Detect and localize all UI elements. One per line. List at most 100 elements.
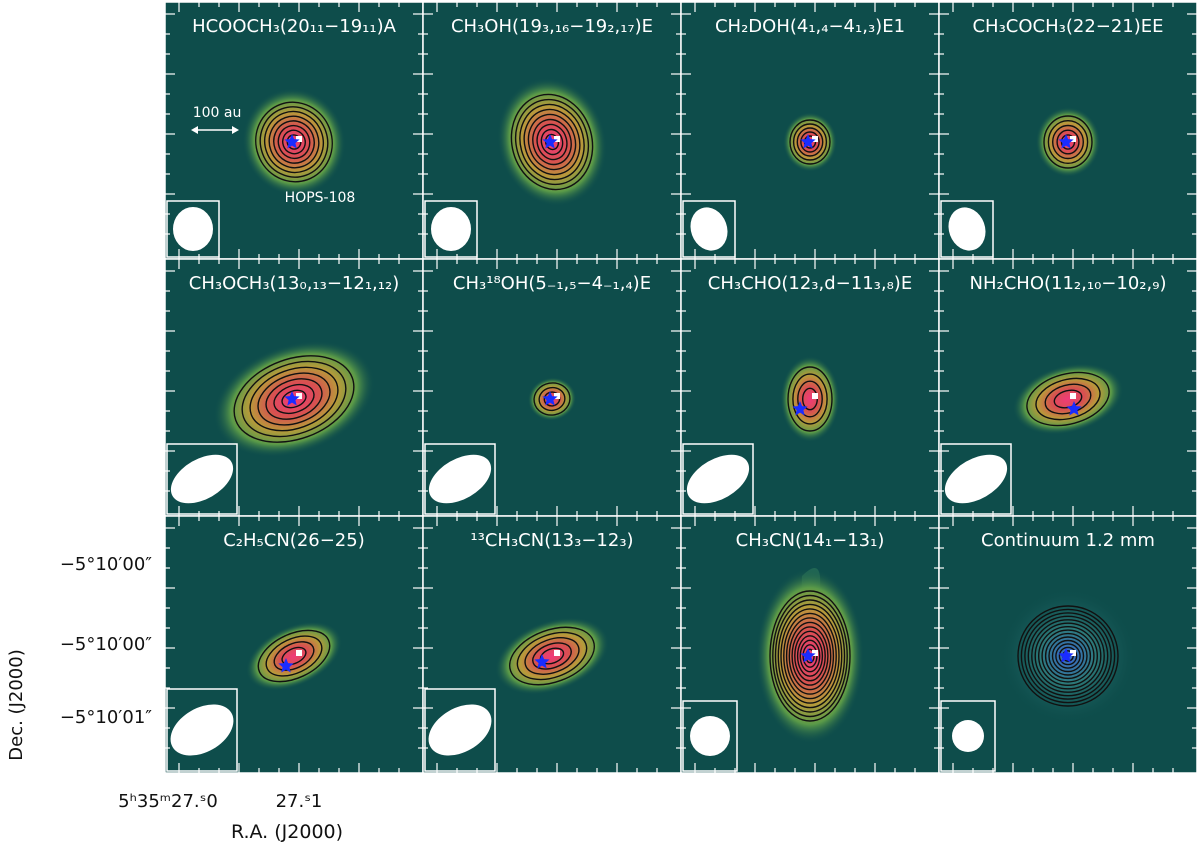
- contour-level: [281, 646, 307, 666]
- contour-level: [1048, 636, 1088, 676]
- beam-ellipse: [952, 720, 984, 752]
- contour-level: [1056, 129, 1080, 155]
- beam-box: [166, 443, 238, 515]
- xtick-label-1: 5ʰ35ᵐ27.ˢ0: [118, 791, 218, 812]
- peak-marker: [554, 393, 560, 399]
- contour-level: [1031, 619, 1105, 693]
- panel-2: CH₃OH(19₃,₁₆−19₂,₁₇)E: [422, 1, 682, 260]
- panel-10: ¹³CH₃CN(13₃−12₃): [422, 515, 682, 774]
- contour-level: [774, 599, 846, 713]
- protostar-marker: [542, 134, 558, 149]
- contour-level: [255, 101, 333, 183]
- contour-level: [523, 108, 581, 176]
- contour-level: [796, 127, 824, 157]
- panel-12: Continuum 1.2 mm: [938, 515, 1198, 774]
- beam-ellipse: [686, 454, 750, 504]
- panel-title: CH₃OCH₃(13₀,₁₃−12₁,₁₂): [189, 273, 399, 294]
- panel-5: CH₃OCH₃(13₀,₁₃−12₁,₁₂): [164, 258, 424, 517]
- beam-box: [166, 200, 220, 258]
- peak-marker: [812, 136, 818, 142]
- beam-ellipse: [948, 207, 986, 251]
- contour-level: [799, 639, 821, 673]
- panel-4: CH₃COCH₃(22−21)EE: [938, 1, 1198, 260]
- panel-title: NH₂CHO(11₂,₁₀−10₂,₉): [970, 273, 1167, 294]
- contour-level: [536, 123, 568, 161]
- tick-marks: [939, 2, 1197, 259]
- contour-level: [257, 629, 331, 683]
- tick-marks: [165, 259, 423, 516]
- protostar-marker: [284, 391, 300, 406]
- panel-title: CH₃¹⁸OH(5₋₁,₅−4₋₁,₄)E: [453, 273, 651, 294]
- tick-marks: [423, 516, 681, 773]
- protostar-marker: [1066, 401, 1082, 416]
- peak-marker: [554, 136, 560, 142]
- panel-title: HCOOCH₃(20₁₁−19₁₁)A: [192, 16, 397, 37]
- tick-marks: [423, 2, 681, 259]
- peak-marker: [812, 393, 818, 399]
- beam-ellipse: [428, 704, 492, 756]
- contour-level: [777, 603, 843, 709]
- contour-level: [800, 131, 820, 153]
- beam-box: [682, 200, 736, 258]
- protostar-marker: [278, 658, 294, 673]
- contour-level: [780, 608, 840, 704]
- contour-level: [265, 378, 323, 420]
- contour-level: [249, 366, 339, 432]
- contour-level: [792, 373, 828, 425]
- contour-level: [1017, 605, 1119, 707]
- panel-title: ¹³CH₃CN(13₃−12₃): [470, 530, 633, 551]
- emission-map: [245, 621, 343, 691]
- source-label: HOPS-108: [285, 190, 356, 206]
- contour-level: [514, 98, 590, 186]
- panel-title: CH₂DOH(4₁,₄−4₁,₃)E1: [715, 16, 905, 37]
- contour-level: [1020, 608, 1116, 704]
- xlabel: R.A. (J2000): [231, 821, 343, 843]
- scale-bar-arrow-right: [232, 126, 239, 134]
- contour-level: [792, 123, 828, 161]
- panel-1: HCOOCH₃(20₁₁−19₁₁)A 100 au HOPS-108: [164, 1, 424, 260]
- contour-level: [277, 124, 311, 160]
- contour-level: [797, 380, 823, 418]
- contour-level: [1055, 643, 1081, 669]
- beam-box: [940, 200, 994, 258]
- contour-level: [524, 637, 580, 675]
- beam-box: [940, 443, 1012, 515]
- panel-title: CH₃CN(14₁−13₁): [736, 530, 885, 551]
- panel-8: NH₂CHO(11₂,₁₀−10₂,₉): [938, 258, 1198, 517]
- contour-level: [1035, 377, 1101, 421]
- beam-box: [424, 688, 496, 772]
- contour-level: [273, 383, 315, 415]
- contour-level: [527, 113, 577, 171]
- contour-level: [532, 118, 572, 166]
- tick-marks: [681, 516, 939, 773]
- contour-level: [769, 590, 851, 722]
- ylabel: Dec. (J2000): [6, 649, 27, 760]
- panel-title: C₂H₅CN(26−25): [223, 530, 365, 551]
- ytick-label-1: −5°10′00″: [60, 554, 152, 575]
- contour-level: [788, 621, 832, 691]
- panel-6: CH₃¹⁸OH(5₋₁,₅−4₋₁,₄)E: [422, 258, 682, 517]
- xtick-label-2: 27.ˢ1: [276, 791, 323, 812]
- panel-title: CH₃OH(19₃,₁₆−19₂,₁₇)E: [451, 16, 653, 37]
- protostar-marker: [800, 648, 816, 663]
- contour-level: [509, 626, 595, 686]
- panel-7: CH₃CHO(12₃,d−11₃,₈)E: [680, 258, 940, 517]
- emission-map: [1012, 363, 1124, 435]
- panel-title: CH₃COCH₃(22−21)EE: [972, 16, 1163, 37]
- tick-marks: [681, 259, 939, 516]
- panel-9: C₂H₅CN(26−25): [164, 515, 424, 774]
- protostar-marker: [284, 134, 300, 149]
- beam-box: [166, 688, 238, 772]
- beam-ellipse: [944, 454, 1008, 504]
- ytick-label-2: −5°10′00″: [60, 634, 152, 655]
- contour-level: [538, 386, 566, 412]
- panel-3: CH₂DOH(4₁,₄−4₁,₃)E1: [680, 1, 940, 260]
- contour-level: [789, 119, 831, 165]
- protostar-marker: [534, 654, 550, 669]
- protostar-marker: [1058, 134, 1074, 149]
- contour-level: [1051, 639, 1085, 673]
- beam-box: [682, 443, 754, 515]
- contour-level: [1051, 124, 1084, 160]
- contour-level: [1044, 632, 1092, 680]
- tick-marks: [165, 2, 423, 259]
